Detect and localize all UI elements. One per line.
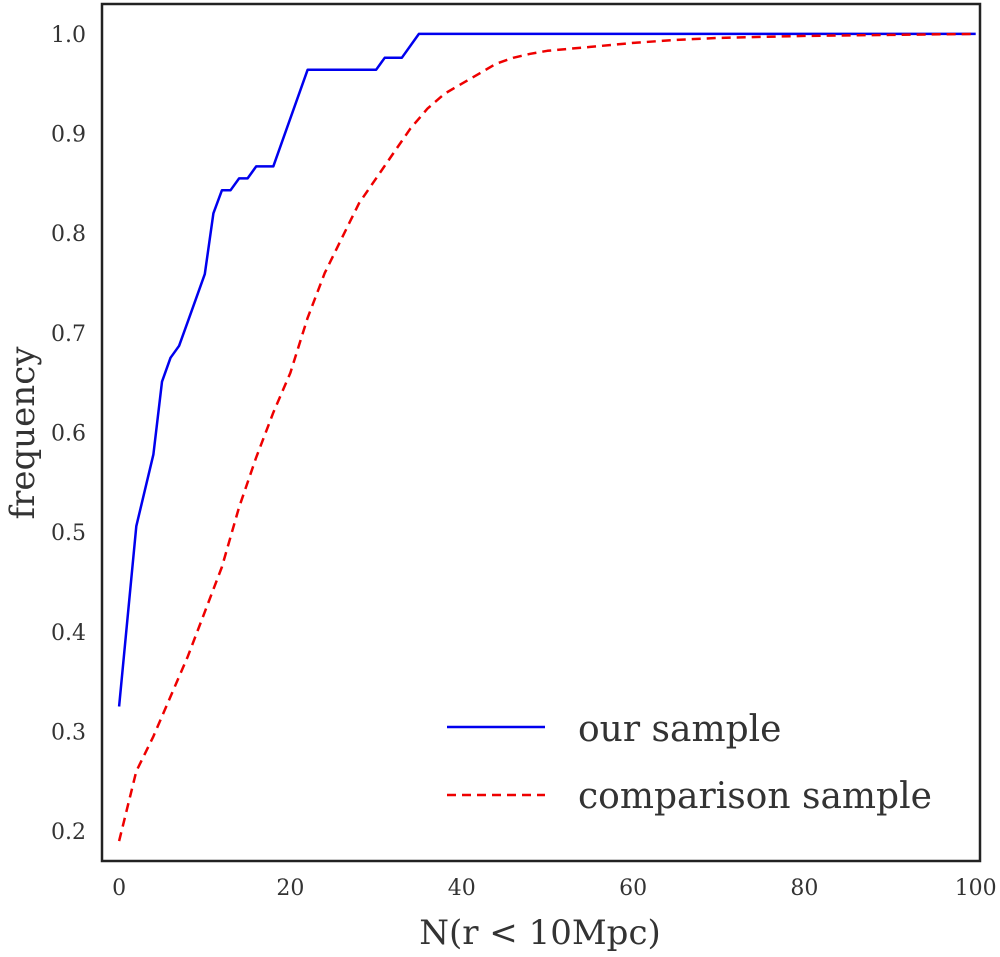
x-tick-label: 0 <box>112 876 126 901</box>
plot-frame <box>100 2 982 863</box>
y-tick-label: 1.0 <box>51 23 86 48</box>
x-tick-label: 100 <box>955 876 997 901</box>
legend-label-our-sample: our sample <box>578 709 781 750</box>
x-tick-label: 80 <box>790 876 818 901</box>
y-tick-label: 0.9 <box>51 123 86 148</box>
series-line-comparison-sample <box>117 32 976 842</box>
series-layer <box>117 32 976 842</box>
x-axis-label: N(r < 10Mpc) <box>419 913 661 953</box>
y-tick-label: 0.3 <box>51 721 86 746</box>
legend-label-comparison-sample: comparison sample <box>578 776 932 817</box>
x-tick-label: 40 <box>448 876 476 901</box>
y-tick-label: 0.7 <box>51 322 86 347</box>
y-tick-label: 0.4 <box>51 621 86 646</box>
x-tick-labels: 0 20 40 60 80 100 <box>112 876 997 901</box>
y-tick-label: 0.6 <box>51 422 86 447</box>
y-tick-label: 0.8 <box>51 222 86 247</box>
x-tick-label: 60 <box>619 876 647 901</box>
y-tick-label: 0.2 <box>51 820 86 845</box>
x-tick-label: 20 <box>276 876 304 901</box>
y-tick-labels: 0.2 0.3 0.4 0.5 0.6 0.7 0.8 0.9 1.0 <box>51 23 86 845</box>
series-line-our-sample <box>117 32 976 707</box>
y-axis-label: frequency <box>3 346 43 520</box>
legend: our sample comparison sample <box>447 709 932 817</box>
y-tick-label: 0.5 <box>51 521 86 546</box>
